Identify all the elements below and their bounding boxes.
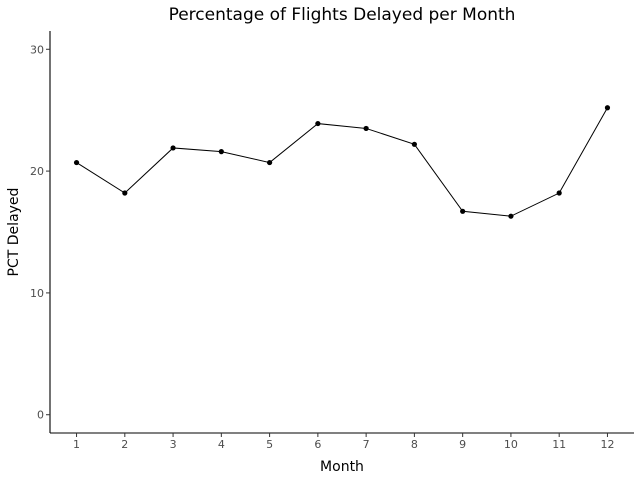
x-tick-label: 8 — [411, 438, 418, 451]
y-tick-label: 30 — [30, 43, 44, 56]
x-axis-title: Month — [320, 459, 364, 475]
x-tick-label: 9 — [459, 438, 466, 451]
data-point-month-10 — [508, 213, 514, 219]
data-point-month-9 — [460, 208, 466, 214]
data-point-month-11 — [556, 190, 562, 196]
x-tick-label: 10 — [504, 438, 518, 451]
x-tick-label: 2 — [121, 438, 128, 451]
data-point-month-5 — [267, 159, 273, 166]
data-point-month-3 — [170, 145, 176, 151]
x-tick-label: 5 — [266, 438, 273, 451]
y-tick-label: 10 — [30, 287, 44, 300]
x-tick-label: 12 — [600, 438, 614, 451]
y-tick-label: 20 — [30, 165, 44, 178]
x-axis-ticks: 1 2 3 4 5 6 7 8 9 10 11 12 — [73, 433, 614, 451]
y-axis-ticks: 0 10 20 30 — [30, 43, 50, 422]
data-point-month-2 — [122, 190, 128, 196]
data-point-month-4 — [218, 149, 224, 155]
y-axis-title: PCT Delayed — [6, 188, 22, 277]
chart-title: Percentage of Flights Delayed per Month — [169, 5, 516, 25]
data-point-month-7 — [363, 125, 369, 132]
x-tick-label: 1 — [73, 438, 80, 451]
series-layer — [73, 105, 611, 219]
y-tick-label: 0 — [37, 409, 44, 422]
data-point-month-8 — [411, 141, 417, 147]
x-tick-label: 3 — [170, 438, 177, 451]
data-point-month-12 — [604, 105, 611, 111]
x-tick-label: 4 — [218, 438, 225, 451]
data-point-month-6 — [315, 120, 321, 127]
series-line — [76, 107, 608, 217]
x-tick-label: 7 — [363, 438, 370, 451]
x-tick-label: 11 — [552, 438, 566, 451]
x-tick-label: 6 — [314, 438, 321, 451]
data-point-month-1 — [73, 159, 80, 166]
